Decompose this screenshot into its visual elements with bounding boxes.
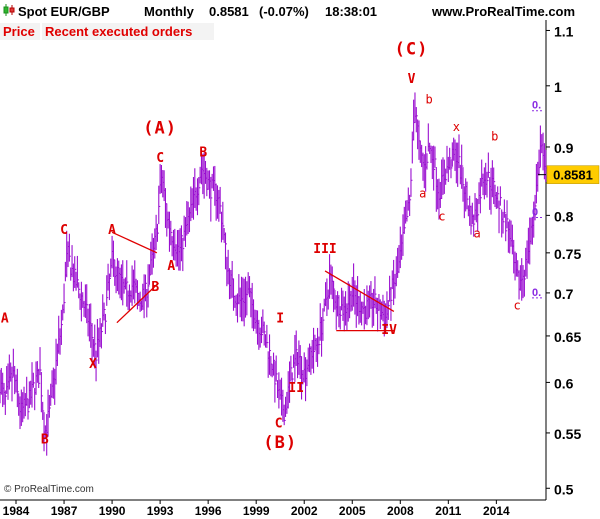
chart-period: Monthly bbox=[144, 4, 194, 19]
tab-recent-executed-orders[interactable]: Recent executed orders bbox=[42, 23, 214, 40]
y-tick-label: 0.9 bbox=[554, 140, 574, 156]
x-tick-label: 1999 bbox=[243, 504, 270, 518]
trendline-lower-channel-1990 bbox=[116, 282, 159, 324]
wave-label: a bbox=[474, 227, 481, 241]
instrument-name: Spot EUR/GBP bbox=[18, 4, 110, 19]
wave-label: x bbox=[453, 120, 460, 134]
wave-label: III bbox=[313, 242, 336, 257]
wave-label: A bbox=[1, 312, 9, 327]
x-tick-label: 1996 bbox=[195, 504, 222, 518]
wave-label: C bbox=[156, 151, 164, 166]
tab-recent-orders-label: Recent executed orders bbox=[45, 24, 193, 39]
site-link[interactable]: www.ProRealTime.com bbox=[432, 4, 576, 19]
wave-label: a bbox=[419, 187, 426, 201]
wave-label: II bbox=[288, 381, 304, 396]
wave-label: C bbox=[275, 417, 283, 432]
fib-level-label: 0 bbox=[532, 207, 538, 219]
candlestick-icon bbox=[3, 3, 15, 17]
y-tick-label: 1 bbox=[554, 79, 562, 95]
y-tick-label: 0.75 bbox=[554, 246, 581, 262]
tab-price[interactable]: Price bbox=[0, 23, 40, 40]
x-tick-label: 1990 bbox=[99, 504, 126, 518]
wave-label: A bbox=[167, 259, 175, 274]
wave-label: B bbox=[151, 280, 159, 295]
y-tick-label: 0.7 bbox=[554, 286, 574, 302]
last-price: 0.8581 bbox=[209, 4, 249, 19]
fib-level-label: 0. bbox=[532, 100, 541, 112]
wave-label: IV bbox=[381, 323, 397, 338]
price-series bbox=[0, 92, 548, 456]
wave-label: c bbox=[438, 209, 445, 223]
y-tick-label: 0.8 bbox=[554, 208, 574, 224]
current-price-badge bbox=[546, 165, 600, 184]
wave-label: (A) bbox=[143, 119, 177, 139]
wave-label: C bbox=[60, 223, 68, 238]
wave-label: c bbox=[514, 299, 521, 313]
y-tick-label: 0.55 bbox=[554, 426, 581, 442]
x-tick-label: 1984 bbox=[3, 504, 30, 518]
tab-price-label: Price bbox=[3, 24, 35, 39]
wave-label: (B) bbox=[263, 433, 297, 453]
y-tick-label: 0.6 bbox=[554, 375, 574, 391]
chart-header: Spot EUR/GBP Monthly 0.8581 (-0.07%) 18:… bbox=[0, 0, 575, 22]
price-change: (-0.07%) bbox=[259, 4, 309, 19]
x-tick-label: 2005 bbox=[339, 504, 366, 518]
x-tick-label: 2002 bbox=[291, 504, 318, 518]
x-tick-label: 2011 bbox=[435, 504, 461, 518]
y-tick-label: 1.1 bbox=[554, 23, 574, 39]
wave-label: (C) bbox=[395, 40, 429, 60]
wave-label: X bbox=[89, 357, 97, 372]
wave-label: b bbox=[425, 92, 432, 106]
wave-label: B bbox=[199, 146, 207, 161]
trendline-upper-channel-1990 bbox=[111, 231, 158, 254]
wave-label: b bbox=[491, 130, 498, 144]
clock-time: 18:38:01 bbox=[325, 4, 378, 19]
current-price-label: 0.8581 bbox=[553, 168, 593, 183]
wave-label: V bbox=[408, 72, 416, 87]
x-tick-label: 1987 bbox=[51, 504, 78, 518]
wave-label: A bbox=[108, 223, 116, 238]
trendline-upper-triangle-2003 bbox=[324, 270, 395, 313]
y-tick-label: 0.5 bbox=[554, 481, 574, 497]
fib-level-label: 0. bbox=[532, 287, 541, 299]
copyright-text[interactable]: © ProRealTime.com bbox=[4, 484, 94, 495]
y-tick-label: 0.65 bbox=[554, 329, 581, 345]
x-tick-label: 1993 bbox=[147, 504, 174, 518]
wave-label: B bbox=[41, 433, 49, 448]
x-tick-label: 2008 bbox=[387, 504, 414, 518]
x-tick-label: 2014 bbox=[483, 504, 510, 518]
wave-label: I bbox=[276, 312, 284, 327]
